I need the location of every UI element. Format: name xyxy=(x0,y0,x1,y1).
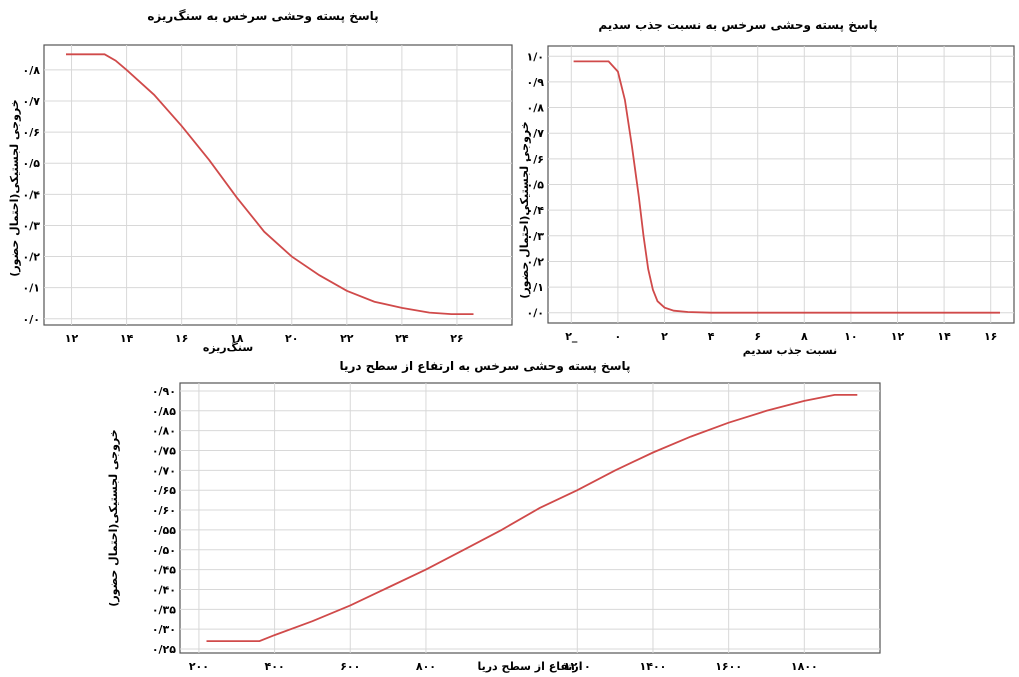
chart-pebbles-x-tick-label: ۱۶ xyxy=(175,332,188,345)
chart-sodium-ratio-y-axis-label: خروجی لجستیکی(احتمال حضور) xyxy=(518,121,531,298)
chart-sodium-ratio-x-tick-label: ۱۶ xyxy=(984,330,997,343)
chart-pebbles: پاسخ پسته وحشی سرخس به سنگ‌ریزه سنگ‌ریزه… xyxy=(8,9,513,354)
chart-sodium-ratio-x-tick-label: ۲ xyxy=(661,330,668,343)
chart-altitude-y-tick-label: ۰/۷۰ xyxy=(152,464,176,477)
chart-pebbles-title: پاسخ پسته وحشی سرخس به سنگ‌ریزه xyxy=(147,9,378,24)
chart-altitude-x-tick-label: ۸۰۰ xyxy=(416,660,436,673)
chart-sodium-ratio-y-tick-label: ۰/۸ xyxy=(527,102,545,115)
chart-altitude-x-axis-label: ارتفاع از سطح دریا xyxy=(477,660,582,673)
chart-sodium-ratio-y-tick-label: ۰/۴ xyxy=(527,204,545,217)
chart-sodium-ratio-x-tick-label: ۱۲ xyxy=(891,330,905,343)
chart-pebbles-plot-area xyxy=(43,44,513,326)
chart-altitude-response-curve xyxy=(206,393,858,642)
chart-altitude-y-tick-label: ۰/۴۵ xyxy=(152,564,176,577)
chart-pebbles-x-axis-label: سنگ‌ریزه xyxy=(203,340,253,354)
chart-pebbles-y-tick-label: ۰/۵ xyxy=(23,157,41,170)
chart-pebbles-x-tick-label: ۲۶ xyxy=(450,332,463,345)
chart-altitude-y-axis-label: خروجی لجستیکی(احتمال حضور) xyxy=(107,429,120,606)
chart-altitude: پاسخ پسته وحشی سرخس به ارتفاع از سطح دری… xyxy=(107,359,881,673)
chart-sodium-ratio-title: پاسخ پسته وحشی سرخس به نسبت جذب سدیم xyxy=(598,18,877,33)
chart-pebbles-y-tick-label: ۰/۶ xyxy=(23,126,40,139)
chart-altitude-y-tick-label: ۰/۵۵ xyxy=(152,524,176,537)
chart-pebbles-x-tick-label: ۱۴ xyxy=(120,332,134,345)
chart-sodium-ratio-x-tick-label: ۴ xyxy=(708,330,715,343)
chart-altitude-plot-area xyxy=(179,382,881,654)
chart-sodium-ratio-x-tick-label: ۸ xyxy=(801,330,808,343)
chart-sodium-ratio-x-axis-label: نسبت جذب سدیم xyxy=(743,344,837,357)
chart-pebbles-x-tick-label: ۱۸ xyxy=(230,332,244,345)
chart-altitude-y-tick-label: ۰/۳۰ xyxy=(152,623,176,636)
chart-pebbles-y-tick-label: ۰/۳ xyxy=(23,219,41,232)
chart-pebbles-y-tick-label: ۰/۴ xyxy=(23,188,41,201)
chart-altitude-x-tick-label: ۱۸۰۰ xyxy=(791,660,818,673)
chart-altitude-x-tick-label: ۲۰۰ xyxy=(189,660,209,673)
chart-pebbles-y-tick-label: ۰/۰ xyxy=(23,313,40,326)
chart-pebbles-x-tick-label: ۱۲ xyxy=(65,332,79,345)
chart-sodium-ratio-y-tick-label: ۰/۷ xyxy=(527,127,545,140)
chart-altitude-y-tick-label: ۰/۹۰ xyxy=(152,385,176,398)
chart-altitude-x-tick-label: ۱۴۰۰ xyxy=(640,660,667,673)
chart-altitude-y-tick-label: ۰/۵۰ xyxy=(152,544,176,557)
chart-pebbles-x-tick-label: ۲۲ xyxy=(340,332,354,345)
chart-altitude-x-tick-label: ۱۲۰۰ xyxy=(564,660,591,673)
chart-pebbles-x-tick-label: ۲۰ xyxy=(285,332,298,345)
chart-pebbles-x-tick-label: ۲۴ xyxy=(395,332,409,345)
chart-sodium-ratio-response-curve xyxy=(573,60,1000,314)
chart-altitude-y-tick-label: ۰/۴۰ xyxy=(152,583,176,596)
chart-pebbles-y-tick-label: ۰/۸ xyxy=(23,64,41,77)
chart-altitude-x-tick-label: ۱۶۰۰ xyxy=(715,660,742,673)
chart-altitude-y-tick-label: ۰/۸۰ xyxy=(152,425,176,438)
chart-sodium-ratio-y-tick-label: ۰/۳ xyxy=(527,230,545,243)
chart-pebbles-response-curve xyxy=(66,53,474,316)
chart-pebbles-y-tick-label: ۰/۷ xyxy=(23,95,41,108)
chart-sodium-ratio-y-tick-label: ۱/۰ xyxy=(527,50,544,63)
chart-sodium-ratio-x-tick-label: ۶ xyxy=(754,330,761,343)
chart-altitude-y-tick-label: ۰/۶۰ xyxy=(152,504,176,517)
chart-sodium-ratio-x-tick-label: ۱۰ xyxy=(844,330,857,343)
chart-sodium-ratio-x-tick-label: ۰ xyxy=(615,330,622,343)
chart-sodium-ratio-y-tick-label: ۰/۵ xyxy=(527,179,545,192)
chart-sodium-ratio: پاسخ پسته وحشی سرخس به نسبت جذب سدیم نسب… xyxy=(518,18,1015,357)
chart-sodium-ratio-x-tick-label: ۲_ xyxy=(565,330,578,343)
chart-altitude-y-tick-label: ۰/۸۵ xyxy=(152,405,176,418)
chart-sodium-ratio-y-tick-label: ۰/۱ xyxy=(527,281,544,294)
chart-pebbles-y-tick-label: ۰/۲ xyxy=(23,251,41,264)
chart-sodium-ratio-y-tick-label: ۰/۲ xyxy=(527,255,545,268)
chart-sodium-ratio-y-tick-label: ۰/۰ xyxy=(527,307,544,320)
chart-altitude-title: پاسخ پسته وحشی سرخس به ارتفاع از سطح دری… xyxy=(340,359,631,374)
chart-sodium-ratio-x-tick-label: ۱۴ xyxy=(937,330,951,343)
chart-sodium-ratio-y-tick-label: ۰/۶ xyxy=(527,153,544,166)
chart-altitude-y-tick-label: ۰/۷۵ xyxy=(152,445,176,458)
chart-altitude-y-tick-label: ۰/۳۵ xyxy=(152,603,176,616)
chart-altitude-x-tick-label: ۴۰۰ xyxy=(265,660,285,673)
chart-altitude-x-tick-label: ۶۰۰ xyxy=(340,660,360,673)
chart-pebbles-y-axis-label: خروجی لجستیکی(احتمال حضور) xyxy=(8,99,21,276)
chart-altitude-y-tick-label: ۰/۶۵ xyxy=(152,484,176,497)
chart-altitude-y-tick-label: ۰/۲۵ xyxy=(152,643,176,656)
chart-sodium-ratio-y-tick-label: ۰/۹ xyxy=(527,76,545,89)
chart-pebbles-y-tick-label: ۰/۱ xyxy=(23,282,40,295)
